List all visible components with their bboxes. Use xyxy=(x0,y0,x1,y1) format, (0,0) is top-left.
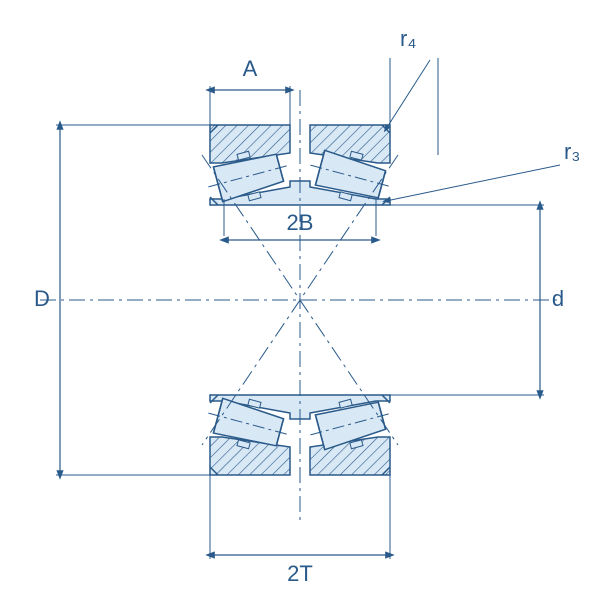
label-d: d xyxy=(552,286,564,311)
label-r3: r₃ xyxy=(564,139,580,164)
label-D: D xyxy=(34,286,50,311)
label-2B: 2B xyxy=(287,210,314,235)
label-A: A xyxy=(243,56,258,81)
label-2T: 2T xyxy=(287,561,313,586)
label-r4: r₄ xyxy=(400,26,416,51)
